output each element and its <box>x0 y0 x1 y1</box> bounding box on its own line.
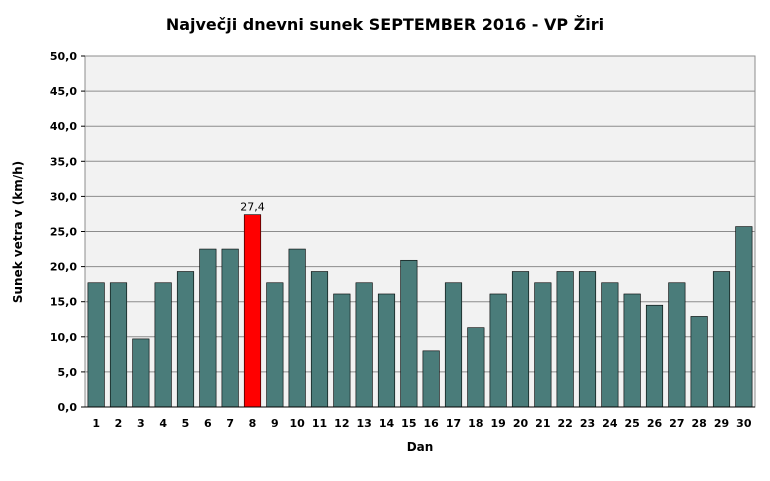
bar-day-4 <box>154 282 172 408</box>
y-tick-label: 0,0 <box>58 401 78 414</box>
x-tick-label: 5 <box>182 417 190 430</box>
x-tick-label: 2 <box>115 417 123 430</box>
bar-day-22 <box>556 271 574 408</box>
x-axis-ticks: 1 2 3 4 5 6 7 8 9 10 11 12 13 14 15 16 17 18 19 20 21 22 23 24 2… <box>85 406 755 430</box>
bar-day-18 <box>467 327 485 408</box>
y-tick-label: 10,0 <box>50 331 77 344</box>
x-tick-label: 11 <box>312 417 327 430</box>
y-axis-label: Sunek vetra v (km/h) <box>11 161 25 303</box>
y-tick-label: 30,0 <box>50 190 77 203</box>
x-tick-label: 8 <box>249 417 257 430</box>
bar-day-7 <box>221 248 239 408</box>
y-axis-ticks: 0,0 5,0 10,0 15,0 20,0 25,0 30,0 35,0 40,0 45,0 50… <box>50 50 85 414</box>
bar-day-21 <box>534 282 552 408</box>
bar-day-19 <box>489 293 507 408</box>
x-tick-label: 20 <box>513 417 529 430</box>
x-tick-label: 10 <box>290 417 306 430</box>
x-tick-label: 16 <box>424 417 440 430</box>
x-tick-label: 3 <box>137 417 145 430</box>
x-tick-label: 7 <box>226 417 234 430</box>
x-tick-label: 22 <box>558 417 573 430</box>
bar-day-29 <box>712 271 731 408</box>
x-tick-label: 28 <box>692 417 707 430</box>
y-tick-label: 50,0 <box>50 50 77 63</box>
x-tick-label: 17 <box>446 417 461 430</box>
bar-day-1 <box>87 282 105 408</box>
x-tick-label: 4 <box>159 417 167 430</box>
x-tick-label: 12 <box>334 417 349 430</box>
x-tick-label: 24 <box>602 417 618 430</box>
bar-day-10 <box>288 248 306 408</box>
x-tick-label: 6 <box>204 417 212 430</box>
bar-day-17 <box>444 282 463 408</box>
bar-day-13 <box>355 282 373 408</box>
bar-day-8 <box>243 214 262 408</box>
bar-day-30 <box>735 226 753 408</box>
bar-day-11 <box>310 271 329 408</box>
x-tick-label: 26 <box>647 417 663 430</box>
y-tick-label: 35,0 <box>50 155 77 168</box>
data-label: 27,4 <box>240 201 265 214</box>
x-tick-label: 29 <box>714 417 729 430</box>
bar-day-16 <box>422 350 440 408</box>
x-tick-label: 23 <box>580 417 595 430</box>
x-tick-label: 30 <box>736 417 752 430</box>
bar-day-15 <box>400 259 418 408</box>
bar-day-20 <box>511 271 530 408</box>
data-labels: 27,4 <box>240 201 265 214</box>
y-tick-label: 45,0 <box>50 85 77 98</box>
y-tick-label: 20,0 <box>50 261 77 274</box>
y-tick-label: 25,0 <box>50 226 77 239</box>
bar-day-24 <box>601 282 619 408</box>
bar-day-26 <box>645 304 664 408</box>
chart-title: Največji dnevni sunek SEPTEMBER 2016 - V… <box>166 15 604 34</box>
x-tick-label: 18 <box>468 417 483 430</box>
bar-day-28 <box>690 316 708 408</box>
bar-day-2 <box>109 282 128 408</box>
x-tick-label: 14 <box>379 417 395 430</box>
bar-day-9 <box>266 282 284 408</box>
bar-day-5 <box>176 271 195 408</box>
bar-day-12 <box>333 293 351 408</box>
bar-day-3 <box>132 338 150 408</box>
bar-day-14 <box>377 293 396 408</box>
bars <box>87 214 753 408</box>
y-tick-label: 15,0 <box>50 296 77 309</box>
y-tick-label: 5,0 <box>58 366 78 379</box>
x-tick-label: 27 <box>669 417 684 430</box>
bar-day-25 <box>623 293 641 408</box>
x-tick-label: 1 <box>92 417 100 430</box>
x-tick-label: 13 <box>357 417 372 430</box>
y-tick-label: 40,0 <box>50 120 77 133</box>
x-tick-label: 15 <box>401 417 416 430</box>
bar-day-6 <box>199 248 217 408</box>
x-tick-label: 9 <box>271 417 279 430</box>
bar-day-23 <box>578 271 597 408</box>
x-axis-label: Dan <box>407 440 434 454</box>
x-tick-label: 19 <box>491 417 506 430</box>
bar-day-27 <box>668 282 686 408</box>
x-tick-label: 25 <box>625 417 640 430</box>
x-tick-label: 21 <box>535 417 550 430</box>
